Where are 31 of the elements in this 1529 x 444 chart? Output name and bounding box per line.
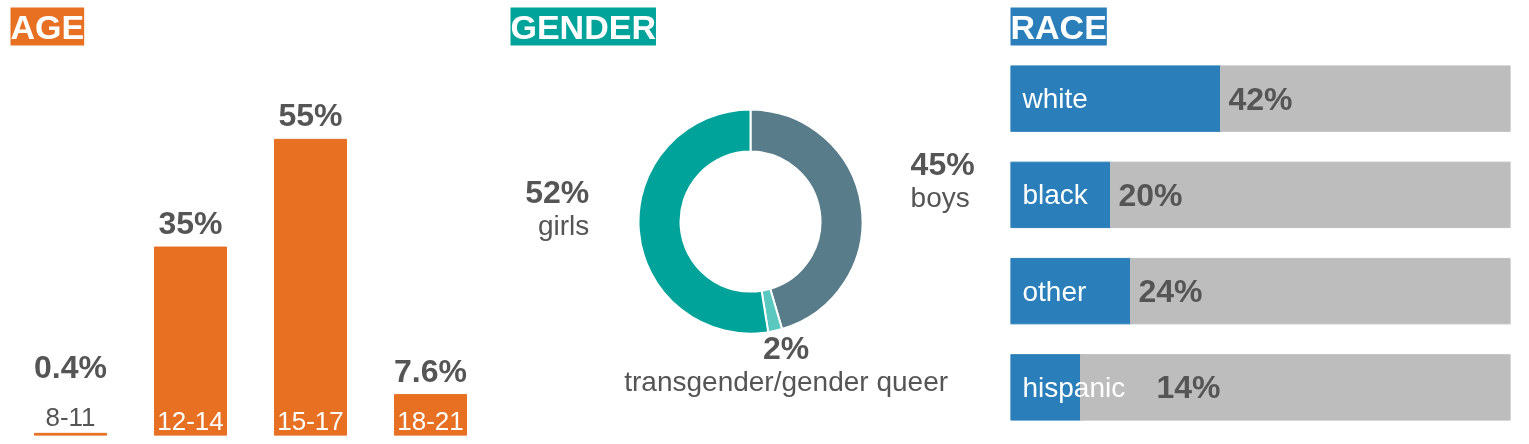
slice-label: girls	[537, 210, 590, 242]
data-label: 7.6%	[394, 352, 467, 389]
chart-title: GENDER	[510, 7, 656, 46]
bar	[1010, 257, 1131, 325]
bar	[1010, 65, 1221, 132]
category-label: 8-11	[45, 401, 96, 432]
bar	[1220, 65, 1511, 132]
data-label: 55%	[278, 97, 343, 134]
category-label: 15-17	[277, 405, 344, 436]
data-label: 14%	[1156, 369, 1221, 406]
data-label: 0.4%	[34, 349, 107, 386]
slice-label: boys	[910, 181, 970, 213]
data-label: 35%	[158, 205, 223, 242]
category-label: 18-21	[397, 405, 464, 436]
chart-title: AGE	[10, 7, 85, 46]
data-label: 2%	[763, 329, 810, 366]
slice-label: transgender/gender queer	[624, 365, 949, 397]
bar	[274, 138, 347, 436]
category-label: white	[1022, 83, 1088, 115]
bar	[1110, 161, 1511, 229]
bar	[154, 246, 227, 436]
data-label: 52%	[525, 174, 590, 211]
category-label: other	[1022, 275, 1087, 307]
data-label: 20%	[1118, 176, 1183, 213]
bar	[1130, 257, 1511, 325]
chart-title: RACE	[1010, 7, 1107, 46]
data-label: 45%	[910, 145, 975, 182]
data-label: 42%	[1228, 80, 1293, 117]
data-label: 24%	[1138, 273, 1203, 310]
category-label: black	[1022, 179, 1088, 211]
category-label: 12-14	[157, 405, 224, 436]
